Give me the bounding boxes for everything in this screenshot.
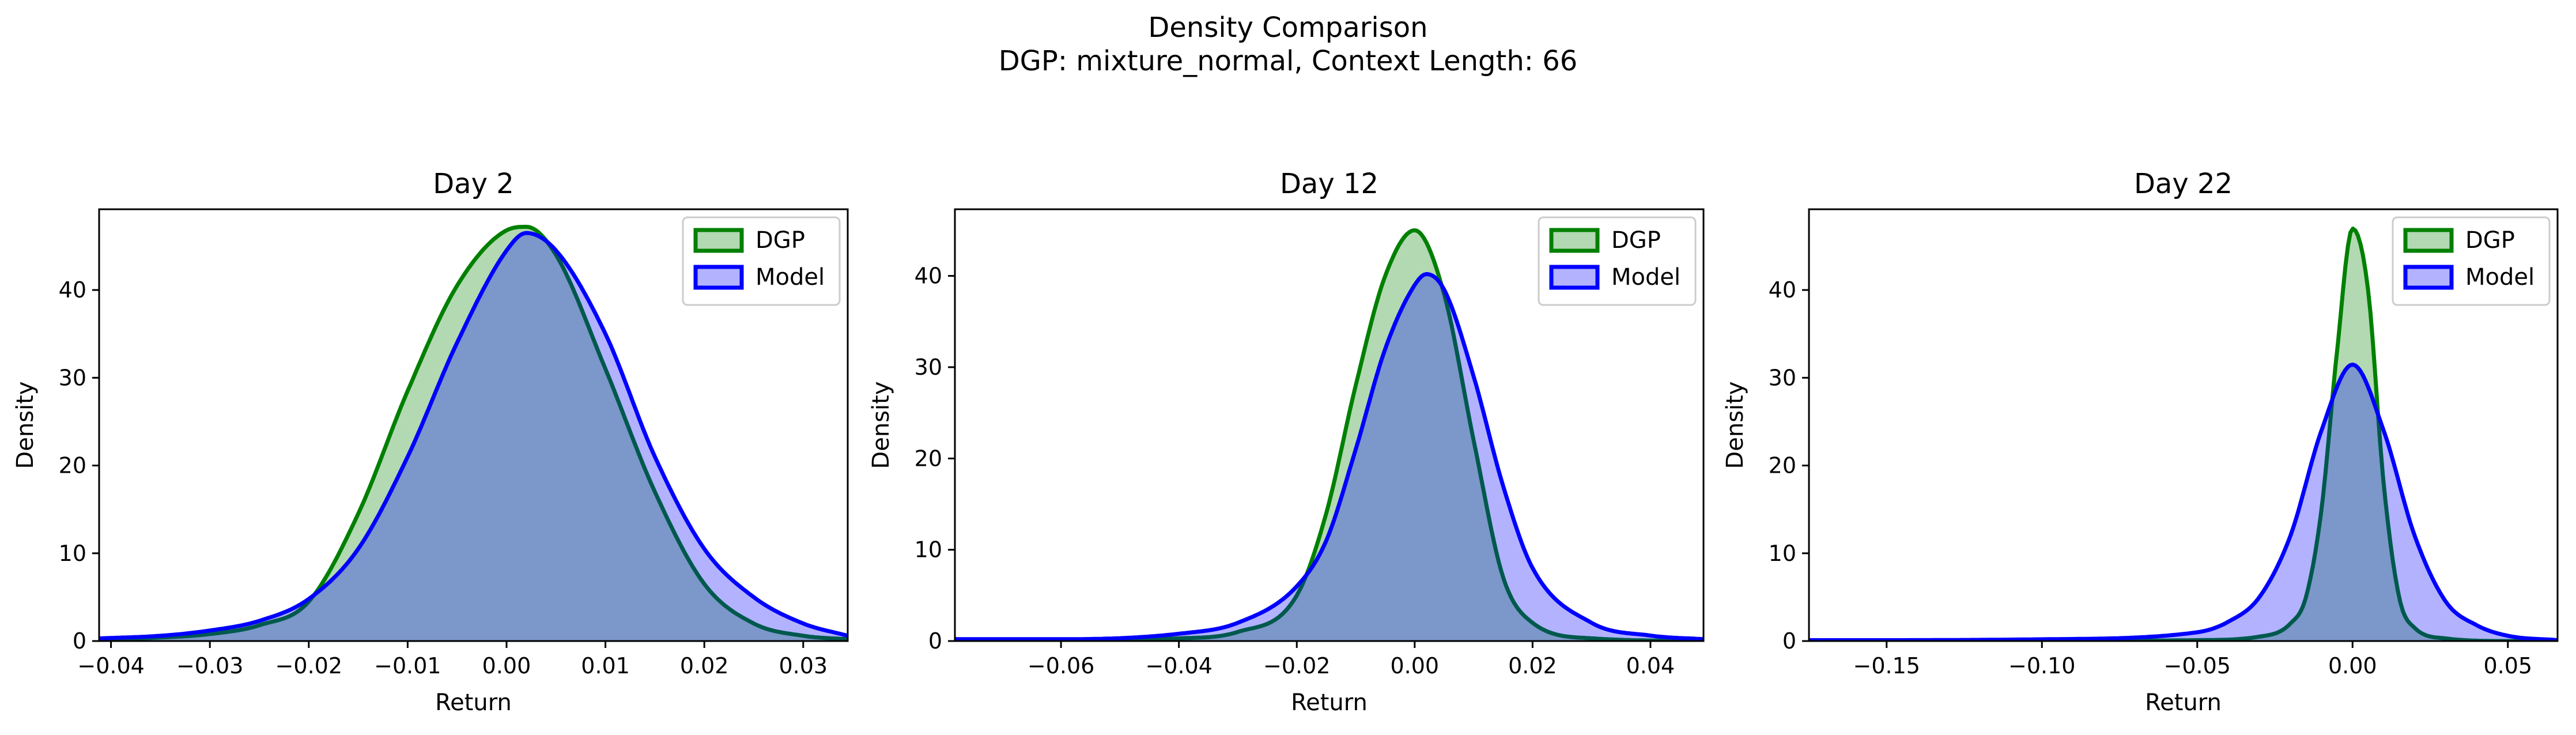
legend-box (2392, 216, 2551, 306)
y-tick-label: 0 (73, 628, 86, 654)
legend-box (1538, 216, 1697, 306)
model-density-area-2 (955, 274, 1704, 641)
y-tick-label: 30 (915, 355, 942, 380)
density-panel-1: −0.04 −0.03 −0.02 −0.01 0.00 0.01 0.02 0.03 0 10 2… (12, 168, 849, 716)
axes-frame-2 (954, 208, 1705, 642)
dgp-legend-swatch (1549, 228, 1600, 253)
x-tick-label: 0.05 (2483, 653, 2532, 679)
figure-title: Density Comparison (1148, 12, 1427, 44)
x-tick-label: −0.04 (1145, 653, 1212, 679)
y-tick-label: 0 (928, 628, 942, 654)
dgp-legend-swatch (2403, 228, 2454, 253)
panels: −0.04 −0.03 −0.02 −0.01 0.00 0.01 0.02 0.03 0 10 2… (12, 168, 2559, 716)
x-tick-label: −0.05 (2164, 653, 2231, 679)
dgp-legend-label: DGP (2465, 227, 2515, 254)
x-tick-label: −0.02 (275, 653, 342, 679)
x-tick-label: 0.01 (581, 653, 630, 679)
model-density-area-1 (99, 233, 848, 641)
y-tick-label: 20 (1769, 453, 1796, 478)
model-legend-swatch (693, 265, 744, 290)
x-tick-label: 0.00 (2328, 653, 2377, 679)
x-axis-label: Return (2145, 689, 2222, 716)
x-tick-label: 0.00 (482, 653, 531, 679)
panel-title: Day 22 (2134, 168, 2233, 200)
model-legend-label: Model (2465, 264, 2535, 291)
x-tick-label: −0.06 (1028, 653, 1094, 679)
model-density-area-3 (1809, 364, 2558, 641)
x-tick-label: −0.01 (374, 653, 441, 679)
legend-box (682, 216, 841, 306)
density-panel-3: −0.15 −0.10 −0.05 0.00 0.05 0 10 20 30 40 Day 22 Re… (1722, 168, 2559, 716)
dgp-legend-label: DGP (756, 227, 805, 254)
x-tick-label: 0.03 (779, 653, 828, 679)
dgp-density-area-1 (99, 227, 848, 641)
figure-subtitle: DGP: mixture_normal, Context Length: 66 (999, 45, 1578, 77)
y-tick-label: 20 (915, 446, 942, 471)
y-tick-label: 0 (1782, 628, 1796, 654)
model-legend-label: Model (1611, 264, 1680, 291)
x-tick-label: 0.02 (1508, 653, 1557, 679)
density-panel-2: −0.06 −0.04 −0.02 0.00 0.02 0.04 0 10 20 30 40 Day … (868, 168, 1705, 716)
x-tick-label: −0.03 (176, 653, 243, 679)
axes-frame-1 (98, 208, 849, 642)
y-tick-label: 30 (1769, 365, 1796, 390)
x-tick-label: 0.02 (680, 653, 729, 679)
x-axis-label: Return (435, 689, 512, 716)
dgp-legend-swatch (693, 228, 744, 253)
panel-title: Day 2 (433, 168, 514, 200)
y-axis-label: Density (12, 381, 39, 469)
y-tick-label: 10 (1769, 541, 1796, 566)
x-axis-label: Return (1291, 689, 1368, 716)
dgp-density-area-2 (955, 230, 1704, 641)
model-density-line-2 (955, 272, 1704, 641)
dgp-legend-label: DGP (1611, 227, 1661, 254)
model-density-line-3 (1809, 363, 2558, 641)
model-legend-label: Model (756, 264, 825, 291)
x-tick-label: −0.04 (77, 653, 144, 679)
model-legend-swatch (2403, 265, 2454, 290)
y-tick-label: 10 (915, 537, 942, 563)
y-axis-label: Density (868, 381, 894, 469)
x-tick-label: −0.02 (1263, 653, 1330, 679)
legend-2: DGP Model (1538, 216, 1697, 306)
y-tick-label: 40 (1769, 277, 1796, 303)
y-axis-label: Density (1722, 381, 1748, 469)
legend-1: DGP Model (682, 216, 841, 306)
y-tick-label: 20 (59, 453, 86, 478)
dgp-density-line-1 (99, 224, 848, 641)
x-tick-label: −0.15 (1853, 653, 1920, 679)
y-tick-label: 10 (59, 541, 86, 566)
x-tick-label: 0.04 (1626, 653, 1675, 679)
axes-frame-3 (1808, 208, 2559, 642)
y-tick-label: 30 (59, 365, 86, 390)
model-density-line-1 (99, 231, 848, 640)
y-tick-label: 40 (59, 277, 86, 303)
panel-title: Day 12 (1280, 168, 1378, 200)
x-tick-label: −0.10 (2008, 653, 2075, 679)
x-tick-label: 0.00 (1391, 653, 1440, 679)
legend-3: DGP Model (2392, 216, 2551, 306)
y-tick-label: 40 (915, 263, 942, 289)
model-legend-swatch (1549, 265, 1600, 290)
